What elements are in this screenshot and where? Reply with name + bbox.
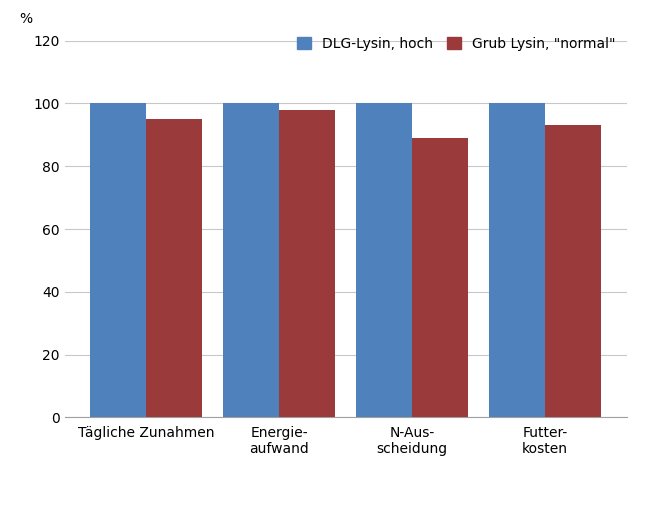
Bar [412, 138, 468, 417]
Bar [90, 103, 146, 417]
Text: %: % [19, 12, 33, 25]
Bar [356, 103, 412, 417]
Bar [489, 103, 545, 417]
Bar [279, 110, 335, 417]
Bar [224, 103, 279, 417]
Legend: DLG-Lysin, hoch, Grub Lysin, "normal": DLG-Lysin, hoch, Grub Lysin, "normal" [293, 33, 620, 55]
Bar [545, 126, 601, 417]
Bar [146, 119, 202, 417]
